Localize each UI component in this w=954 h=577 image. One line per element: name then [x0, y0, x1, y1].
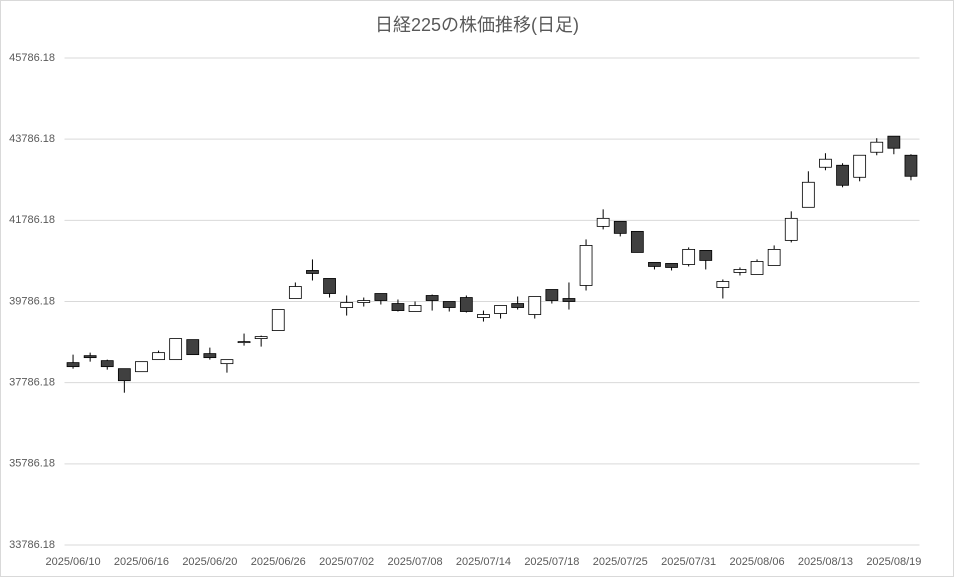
candle-body — [323, 278, 336, 294]
x-tick-label: 2025/07/18 — [524, 556, 579, 568]
candle-body — [408, 305, 422, 312]
candle-body — [511, 303, 525, 308]
candle-body — [357, 300, 371, 303]
candle-body — [83, 355, 97, 359]
x-tick-label: 2025/06/20 — [182, 556, 237, 568]
candle-body — [682, 248, 696, 265]
candle-body — [699, 250, 713, 261]
x-tick-label: 2025/08/13 — [798, 556, 853, 568]
candle-body — [733, 269, 747, 273]
candle-body — [271, 309, 285, 331]
candle-body — [853, 154, 867, 178]
candle-body — [494, 305, 507, 314]
candle-body — [459, 297, 473, 312]
candle-body — [186, 339, 200, 356]
x-tick-label: 2025/07/02 — [319, 556, 374, 568]
x-tick-label: 2025/06/10 — [46, 556, 101, 568]
candle-body — [220, 359, 234, 365]
candle-body — [100, 360, 114, 368]
y-tick-label: 35786.18 — [9, 458, 55, 470]
x-tick-label: 2025/08/06 — [730, 556, 785, 568]
candle-body — [562, 298, 576, 302]
candle-body — [630, 230, 644, 253]
candle-body — [545, 289, 559, 301]
y-tick-label: 33786.18 — [9, 539, 55, 551]
y-tick-label: 37786.18 — [9, 377, 55, 389]
candle-body — [203, 353, 217, 359]
candle-body — [665, 263, 678, 268]
candle-body — [801, 181, 815, 208]
candle-body — [391, 303, 405, 311]
candle-body — [254, 336, 268, 340]
candle-body — [340, 302, 354, 308]
y-tick-label: 45786.18 — [9, 52, 55, 64]
candle-body — [887, 135, 901, 149]
x-tick-label: 2025/06/26 — [251, 556, 306, 568]
x-tick-label: 2025/07/25 — [593, 556, 648, 568]
candle-body — [528, 296, 542, 315]
candle-body — [750, 261, 764, 275]
y-tick-label: 43786.18 — [9, 133, 55, 145]
candle-body — [237, 341, 251, 344]
candle-body — [169, 338, 183, 361]
candle-body — [767, 248, 781, 266]
x-tick-label: 2025/07/08 — [388, 556, 443, 568]
candle-body — [870, 141, 884, 153]
candle-body — [442, 301, 456, 308]
candle-body — [784, 217, 798, 241]
candle-body — [477, 314, 490, 318]
candle-body — [648, 262, 661, 267]
candle-body — [579, 245, 593, 286]
candle-body — [288, 286, 302, 299]
x-tick-label: 2025/08/19 — [866, 556, 921, 568]
x-tick-label: 2025/07/14 — [456, 556, 511, 568]
candle-body — [716, 281, 730, 288]
candle-body — [66, 362, 80, 368]
chart-title: 日経225の株価推移(日足) — [375, 15, 579, 35]
candle-body — [596, 217, 610, 227]
candle-body — [904, 154, 918, 177]
x-tick-label: 2025/07/31 — [661, 556, 716, 568]
candle-body — [836, 164, 849, 186]
x-tick-label: 2025/06/16 — [114, 556, 169, 568]
candle-body — [117, 368, 131, 382]
y-tick-label: 41786.18 — [9, 214, 55, 226]
candle-body — [135, 361, 148, 373]
y-tick-label: 39786.18 — [9, 295, 55, 307]
candle-body — [374, 293, 388, 301]
candle-body — [152, 352, 165, 361]
candle-body — [425, 295, 439, 301]
candle-body — [613, 220, 627, 234]
candle-body — [306, 270, 319, 274]
candle-body — [819, 158, 832, 168]
